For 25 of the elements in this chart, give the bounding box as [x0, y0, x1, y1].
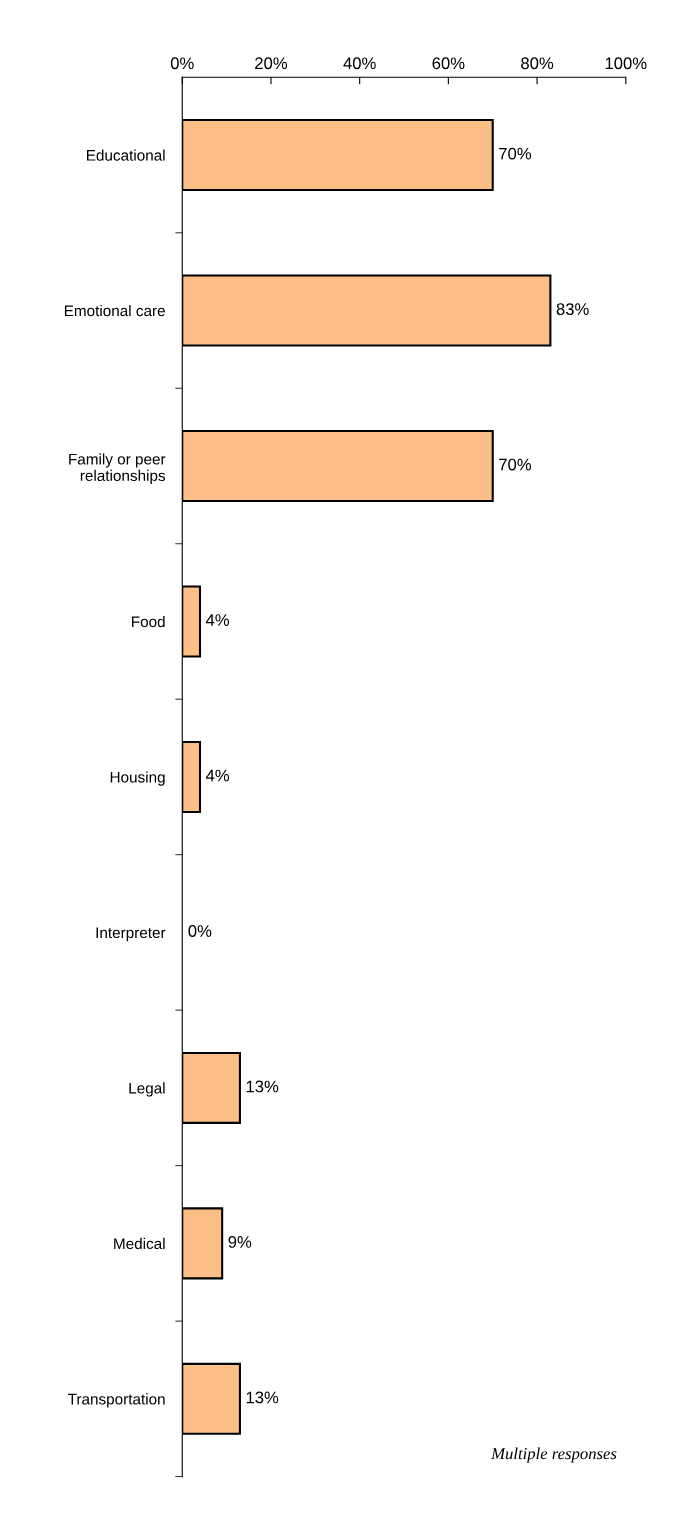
y-tick-label: Emotional care: [64, 304, 165, 317]
data-label: 13%: [246, 1391, 279, 1404]
x-tick-label: 80%: [521, 57, 554, 70]
data-label: 4%: [205, 614, 230, 626]
annotation: Multiple responses: [490, 1447, 617, 1463]
data-label: 13%: [246, 1080, 279, 1093]
x-tick-label: 100%: [605, 57, 647, 70]
y-tick-label: Educational: [87, 149, 165, 161]
data-label: 70%: [499, 147, 532, 160]
x-tick-label: 60%: [432, 57, 465, 70]
data-label: 0%: [188, 925, 212, 937]
y-tick-label: Family or peer relationships: [69, 453, 166, 485]
data-label: 83%: [556, 303, 589, 315]
data-label: 70%: [499, 458, 532, 471]
y-tick-label: Transportation: [68, 1393, 165, 1408]
y-tick-label: Interpreter: [96, 927, 166, 942]
x-tick-label: 20%: [255, 57, 288, 70]
y-tick-label: Food: [132, 615, 165, 628]
y-tick-label: Medical: [114, 1237, 165, 1250]
y-tick-label: Legal: [129, 1082, 165, 1097]
data-label: 4%: [205, 769, 230, 782]
x-tick-label: 0%: [170, 57, 194, 70]
y-tick-label: Housing: [110, 771, 165, 786]
data-label: 9%: [228, 1236, 252, 1248]
x-tick-label: 40%: [343, 57, 376, 70]
